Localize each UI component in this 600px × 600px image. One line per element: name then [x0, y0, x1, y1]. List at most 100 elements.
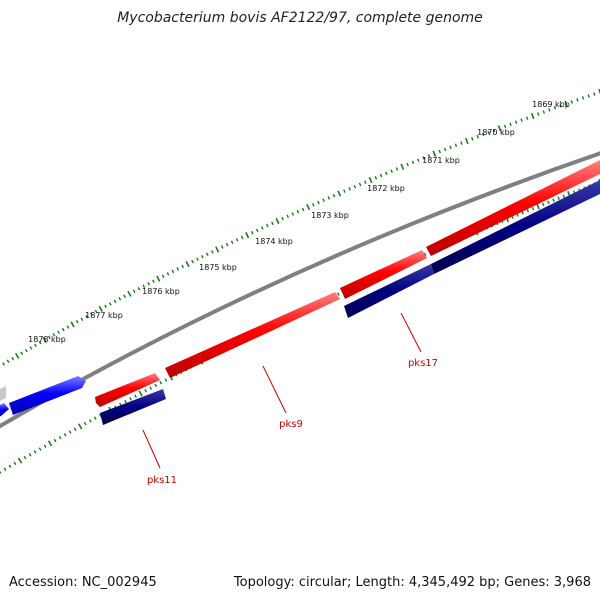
minor-tick	[587, 94, 590, 98]
minor-tick	[75, 320, 79, 324]
minor-tick	[24, 348, 28, 353]
minor-tick	[61, 327, 65, 332]
minor-tick	[63, 433, 67, 437]
minor-tick	[422, 156, 425, 160]
minor-tick	[3, 467, 7, 471]
genome-backbone	[0, 151, 600, 429]
major-tick	[138, 390, 143, 397]
minor-tick	[492, 128, 496, 133]
minor-tick	[80, 317, 84, 321]
minor-tick	[83, 421, 87, 426]
minor-tick	[379, 173, 383, 178]
minor-tick	[159, 381, 163, 385]
map-title: Mycobacterium bovis AF2122/97, complete …	[117, 10, 483, 26]
minor-tick	[137, 286, 141, 291]
inner-tick-ring	[0, 178, 600, 474]
minor-tick	[240, 235, 244, 240]
accession-text: Accession: NC_002945	[9, 575, 157, 590]
minor-tick	[443, 147, 447, 152]
minor-tick	[476, 134, 479, 139]
minor-tick	[427, 154, 431, 158]
minor-tick	[390, 169, 393, 173]
gene-pks11-reverse[interactable]	[100, 389, 166, 425]
major-tick	[275, 217, 280, 225]
major-tick	[185, 260, 190, 268]
minor-tick	[503, 124, 507, 129]
gene-label-pks17[interactable]: pks17	[408, 358, 438, 369]
minor-tick	[525, 116, 529, 120]
minor-tick	[514, 120, 518, 124]
gene-left-blue-small[interactable]	[0, 403, 9, 418]
outer-tick-ring	[0, 88, 600, 368]
gene-navy-reverse-2[interactable]	[431, 180, 600, 274]
minor-tick	[286, 214, 289, 219]
minor-tick	[395, 167, 399, 171]
gene-blue-forward[interactable]	[9, 376, 86, 415]
major-tick	[497, 125, 502, 132]
minor-tick	[454, 143, 458, 147]
minor-tick	[542, 110, 546, 114]
major-tick	[70, 321, 75, 328]
gene-red-forward-1[interactable]	[95, 373, 160, 407]
minor-tick	[438, 149, 441, 154]
minor-tick	[471, 137, 474, 141]
minor-tick	[113, 299, 117, 304]
minor-tick	[53, 438, 57, 443]
minor-tick	[85, 314, 89, 319]
minor-tick	[142, 284, 146, 288]
gene-pks9-forward[interactable]	[165, 292, 340, 378]
minor-tick	[94, 309, 98, 314]
major-tick	[306, 204, 311, 211]
tick-label: 1871 kbp	[422, 156, 460, 165]
minor-tick	[47, 335, 51, 340]
gene-label-pks9[interactable]: pks9	[279, 419, 303, 430]
minor-tick	[593, 92, 596, 96]
tick-labels: 1869 kbp 1870 kbp 1871 kbp 1872 kbp 1873…	[28, 100, 570, 344]
minor-tick	[73, 427, 77, 431]
minor-tick	[521, 211, 524, 215]
minor-tick	[33, 450, 37, 454]
minor-tick	[0, 470, 2, 474]
gene-red-forward-3[interactable]	[340, 250, 427, 299]
gene-label-pks11[interactable]: pks11	[147, 475, 177, 486]
major-tick	[337, 190, 342, 197]
tick-label: 1878 kbp	[28, 335, 66, 344]
gene-left-gray[interactable]	[0, 386, 6, 402]
gene-pks17-reverse[interactable]	[344, 264, 434, 318]
gene-label-leaders	[142, 312, 422, 469]
minor-tick	[152, 279, 155, 283]
major-tick	[17, 457, 23, 464]
minor-tick	[205, 252, 209, 257]
minor-tick	[144, 389, 148, 393]
tick-label: 1870 kbp	[477, 128, 515, 137]
minor-tick	[552, 198, 555, 203]
minor-tick	[336, 292, 340, 296]
minor-tick	[196, 257, 199, 261]
minor-tick	[322, 198, 325, 202]
minor-tick	[266, 223, 269, 228]
major-tick	[98, 305, 103, 313]
leader-pks11	[142, 429, 161, 469]
minor-tick	[296, 209, 300, 214]
minor-tick	[358, 182, 362, 187]
minor-tick	[149, 386, 153, 390]
minor-tick	[301, 207, 305, 212]
minor-tick	[364, 180, 367, 184]
tick-label: 1877 kbp	[85, 311, 123, 320]
minor-tick	[537, 112, 540, 116]
minor-tick	[581, 96, 585, 100]
minor-tick	[542, 202, 545, 207]
minor-tick	[52, 333, 56, 337]
minor-tick	[548, 108, 551, 112]
gene-red-forward-4[interactable]	[426, 160, 600, 256]
minor-tick	[312, 203, 315, 207]
minor-tick	[176, 267, 180, 271]
minor-tick	[104, 304, 107, 309]
tick-label: 1872 kbp	[367, 184, 405, 193]
leader-pks9	[262, 365, 287, 414]
minor-tick	[411, 160, 415, 165]
minor-tick	[8, 464, 12, 469]
minor-tick	[481, 132, 485, 137]
major-tick	[14, 352, 20, 359]
